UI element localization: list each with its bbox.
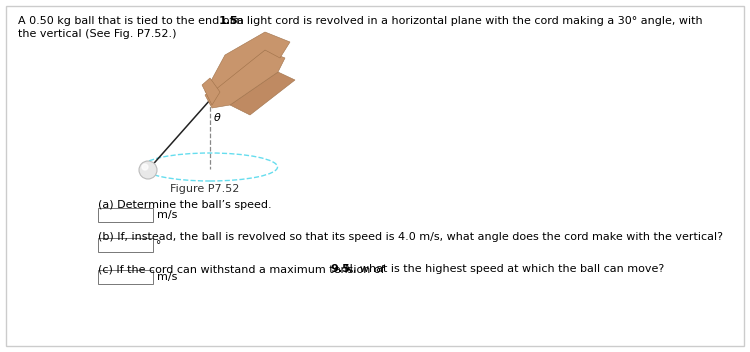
FancyBboxPatch shape [6,6,744,346]
FancyBboxPatch shape [98,208,153,222]
Text: A 0.50 kg ball that is tied to the end of a: A 0.50 kg ball that is tied to the end o… [18,16,248,26]
Polygon shape [230,72,295,115]
Text: m light cord is revolved in a horizontal plane with the cord making a 30° angle,: m light cord is revolved in a horizontal… [230,16,703,26]
Polygon shape [202,78,220,105]
Text: 1.5: 1.5 [218,16,238,26]
Circle shape [139,161,157,179]
Text: °: ° [156,240,161,250]
Text: Figure P7.52: Figure P7.52 [170,184,239,194]
Text: 9.5: 9.5 [330,264,350,274]
Text: N, what is the highest speed at which the ball can move?: N, what is the highest speed at which th… [341,264,664,274]
FancyBboxPatch shape [98,238,153,252]
Polygon shape [205,50,285,108]
Text: (b) If, instead, the ball is revolved so that its speed is 4.0 m/s, what angle d: (b) If, instead, the ball is revolved so… [98,232,723,242]
Text: m/s: m/s [157,210,177,220]
Text: m/s: m/s [157,272,177,282]
Polygon shape [205,32,290,92]
Text: (a) Determine the ball’s speed.: (a) Determine the ball’s speed. [98,200,272,210]
Text: (c) If the cord can withstand a maximum tension of: (c) If the cord can withstand a maximum … [98,264,388,274]
Text: the vertical (See Fig. P7.52.): the vertical (See Fig. P7.52.) [18,29,176,39]
Text: θ: θ [214,113,220,123]
Circle shape [142,164,148,170]
FancyBboxPatch shape [98,270,153,284]
